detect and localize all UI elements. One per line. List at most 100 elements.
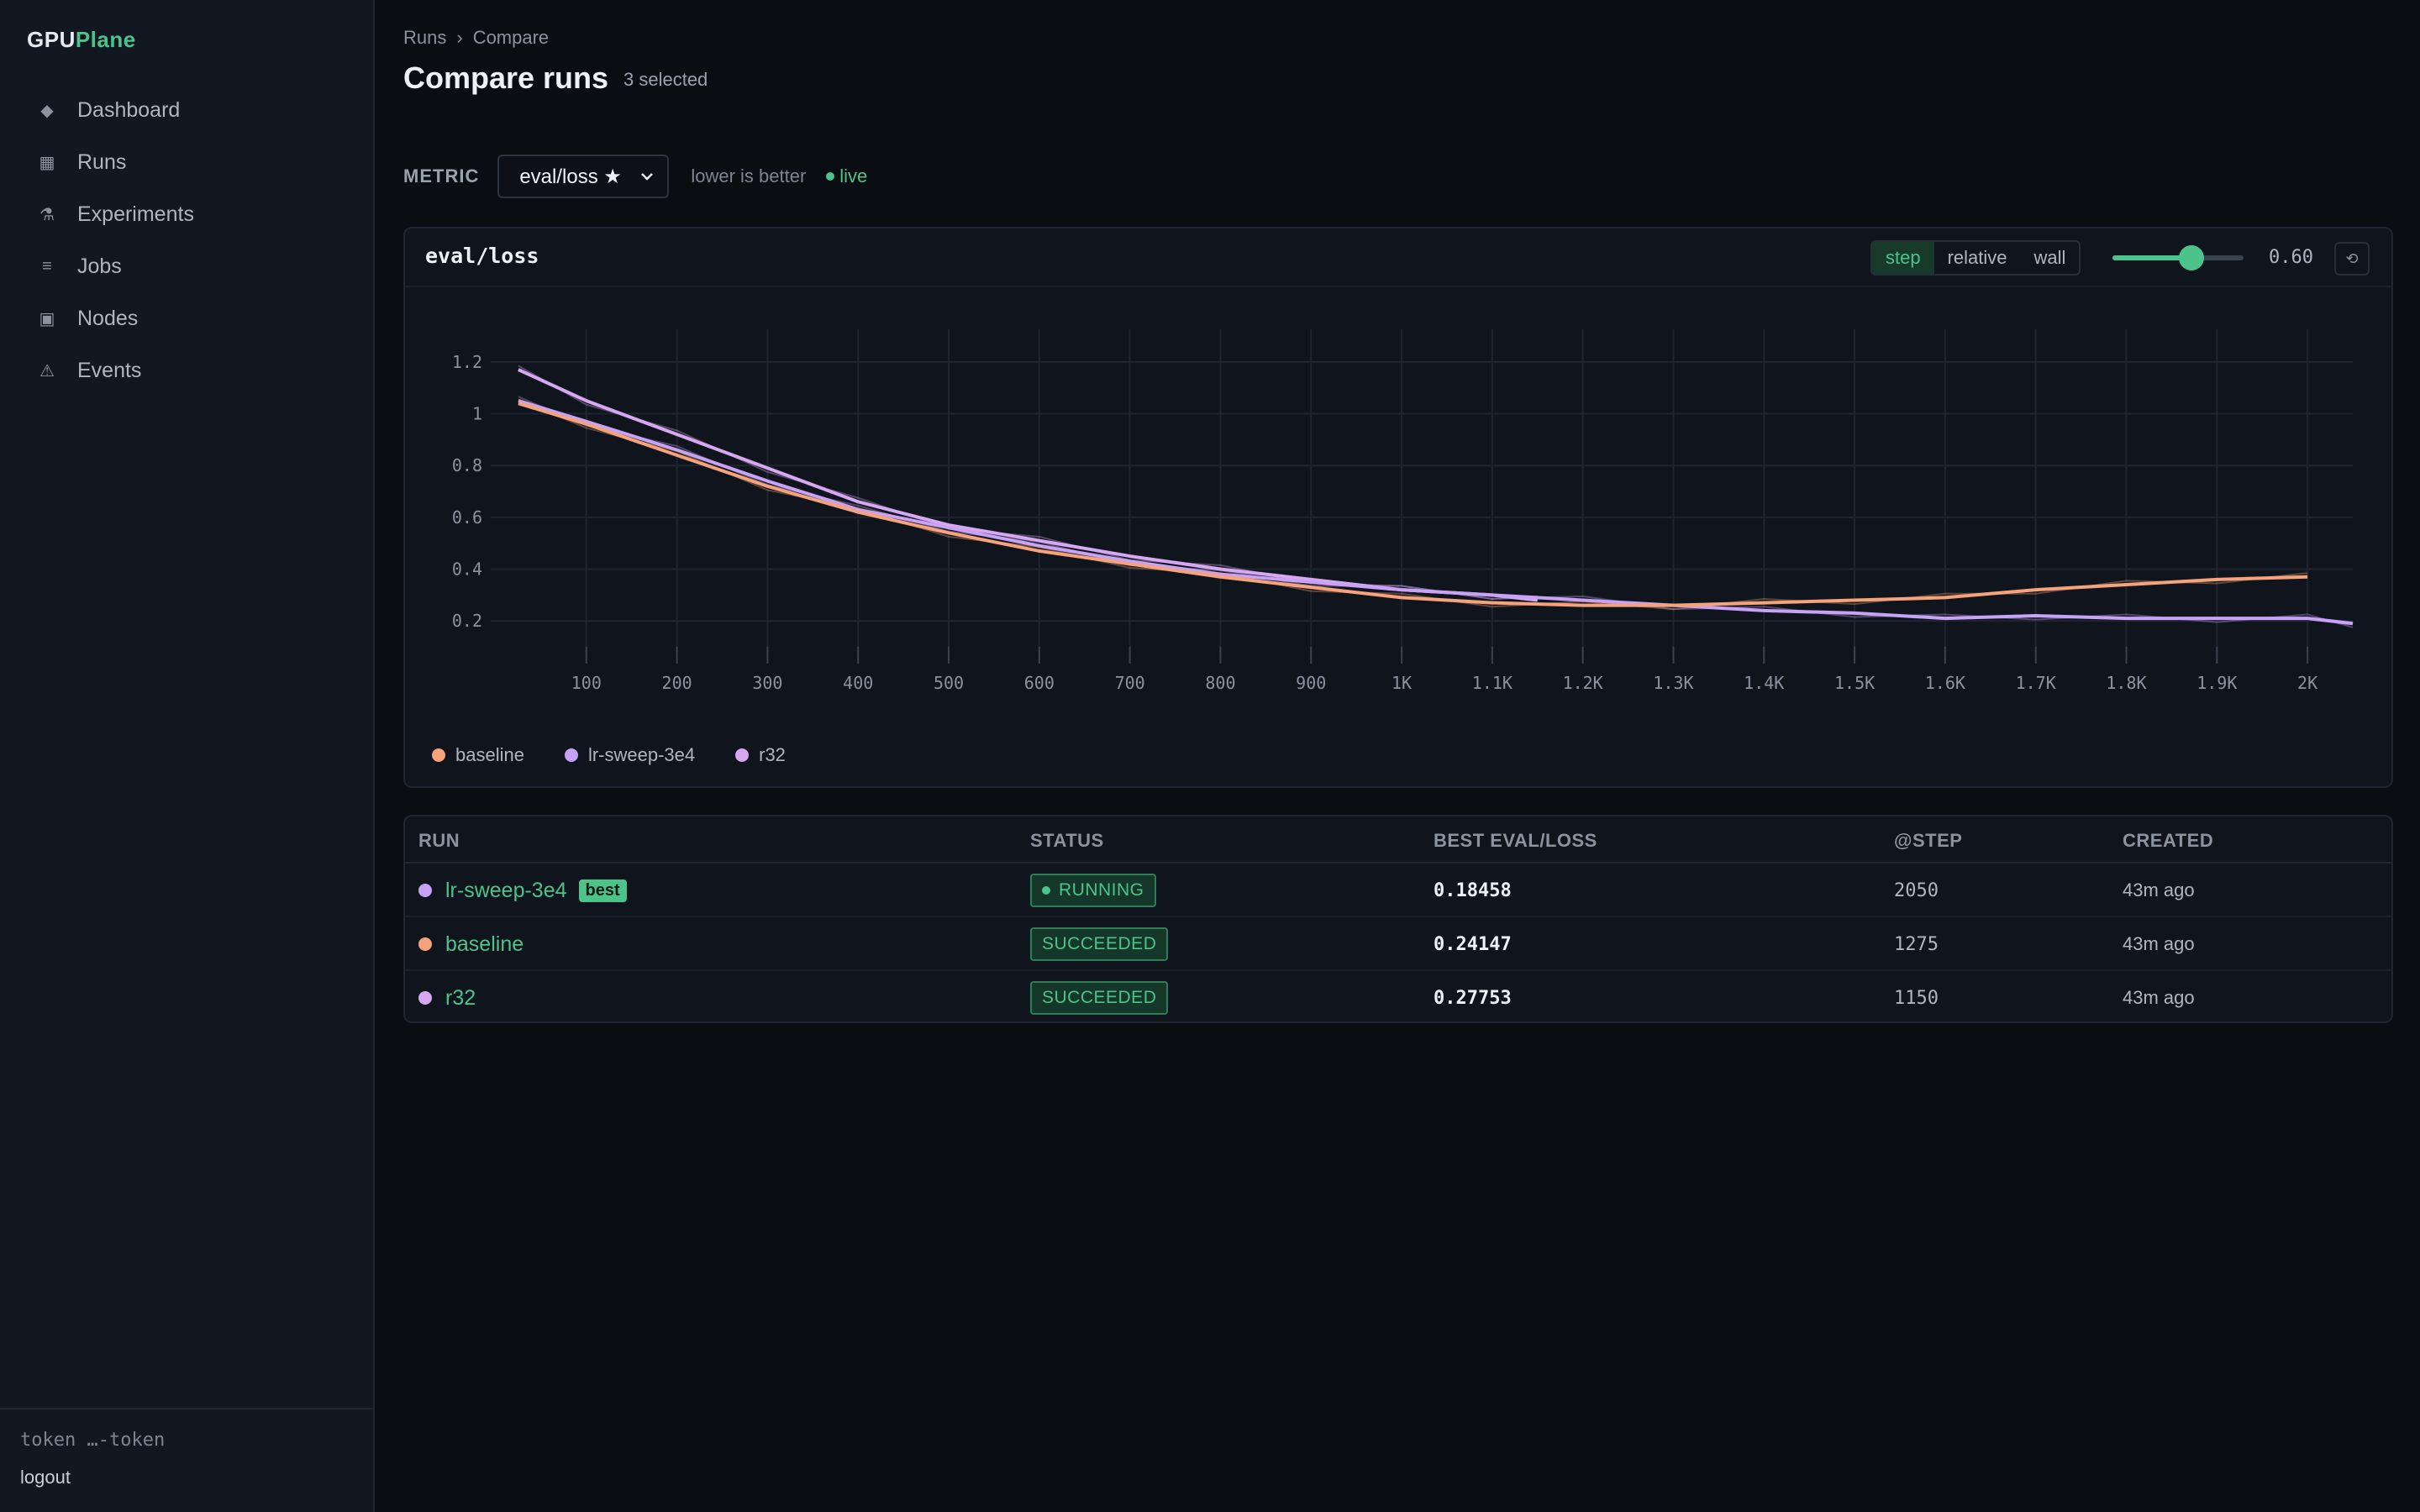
reset-zoom-button[interactable]: ⟲ [2334,242,2370,276]
x-tick-label: 500 [934,673,964,693]
x-tick-label: 1.3K [1653,673,1693,693]
legend-label: r32 [759,744,786,765]
metric-select-value: eval/loss ★ [519,165,622,188]
run-link[interactable]: lr-sweep-3e4 [445,878,567,902]
smoothing-slider[interactable] [2112,245,2244,270]
status-cell: RUNNING [1030,864,1156,917]
column-header[interactable]: @STEP [1894,830,1963,851]
x-tick-label: 1.6K [1925,673,1965,693]
metric-label: METRIC [403,165,480,186]
table-row[interactable]: r32 SUCCEEDED 0.27753 1150 43m ago [405,971,2391,1021]
reset-icon: ⟲ [2345,249,2359,267]
y-tick-label: 0.8 [452,455,482,475]
x-tick-label: 2K [2297,673,2317,693]
best-badge: best [578,879,627,902]
sidebar-nav: ◆ Dashboard ▦ Runs ⚗ Experiments ≡ Jobs ▣ Nodes ⚠ E… [0,84,373,396]
status-label: SUCCEEDED [1042,934,1157,953]
column-header[interactable]: BEST EVAL/LOSS [1434,830,1597,851]
sidebar-item-experiments[interactable]: ⚗ Experiments [0,188,373,240]
run-color-dot [418,937,432,951]
x-tick-label: 100 [571,673,602,693]
status-dot-icon [1042,886,1050,895]
x-tick-label: 1.9K [2196,673,2237,693]
breadcrumb-runs[interactable]: Runs [403,27,447,48]
metric-select[interactable]: eval/loss ★ [497,155,670,198]
brand-part-2: Plane [75,27,136,52]
status-badge: SUCCEEDED [1030,981,1169,1015]
sidebar-footer: token …-token logout [0,1408,373,1512]
brand-part-1: GPU [27,27,76,52]
y-tick-label: 1 [472,404,482,424]
status-badge: SUCCEEDED [1030,927,1169,961]
legend-swatch [735,748,750,762]
x-tick-label: 1K [1392,673,1412,693]
mode-relative[interactable]: relative [1947,247,2007,268]
logout-link[interactable]: logout [20,1467,71,1488]
table-header: RUN STATUS BEST EVAL/LOSS @STEP CREATED [405,816,2391,864]
main-content: Runs › Compare Compare runs 3 selected MET… [375,0,2420,1512]
chevron-down-icon [641,173,654,181]
table-row[interactable]: lr-sweep-3e4 best RUNNING 0.18458 2050 43m ag… [405,864,2391,917]
live-indicator: live [826,165,867,187]
x-tick-label: 1.8K [2106,673,2146,693]
metric-hint: lower is better [691,165,807,186]
x-tick-label: 1.7K [2016,673,2056,693]
experiments-icon: ⚗ [39,205,55,224]
sidebar-item-nodes[interactable]: ▣ Nodes [0,292,373,344]
run-cell: baseline [418,917,523,971]
live-dot-icon [826,172,835,181]
x-tick-label: 900 [1296,673,1326,693]
x-tick-label: 700 [1115,673,1145,693]
status-cell: SUCCEEDED [1030,917,1169,971]
x-axis-mode-toggle: step relative wall [1870,240,2081,276]
best-step: 1150 [1894,987,1939,1009]
dashboard-icon: ◆ [40,101,54,120]
y-tick-label: 1.2 [452,352,482,372]
legend-item-lr-sweep-3e4[interactable]: lr-sweep-3e4 [564,744,696,766]
series-line-r32 [518,368,1538,602]
x-tick-label: 1.1K [1472,673,1512,693]
sidebar-item-label: Runs [77,150,127,174]
runs-table: RUN STATUS BEST EVAL/LOSS @STEP CREATED lr-s… [403,815,2393,1023]
x-tick-label: 600 [1024,673,1055,693]
legend-item-baseline[interactable]: baseline [432,744,524,766]
sidebar-item-runs[interactable]: ▦ Runs [0,136,373,188]
loss-chart[interactable]: 100 200 300 400 500 600 700 800 900 1K 1.1K 1.2K 1.3… [405,228,2391,732]
series-raw-line-baseline [518,398,2308,611]
slider-handle[interactable] [2178,245,2204,270]
smoothing-value: 0.60 [2269,247,2313,268]
sidebar-item-jobs[interactable]: ≡ Jobs [0,240,373,292]
status-label: SUCCEEDED [1042,988,1157,1007]
sidebar-item-events[interactable]: ⚠ Events [0,344,373,396]
run-link[interactable]: r32 [445,985,476,1010]
run-color-dot [418,884,432,897]
metric-row: METRIC eval/loss ★ lower is better live [403,155,867,198]
sidebar-item-dashboard[interactable]: ◆ Dashboard [0,84,373,136]
sidebar: GPUPlane ◆ Dashboard ▦ Runs ⚗ Experiments ≡ Job… [0,0,375,1512]
column-header[interactable]: STATUS [1030,830,1104,851]
series-line-baseline [518,402,2308,607]
status-badge: RUNNING [1030,874,1156,907]
page-title: Compare runs [403,60,609,95]
y-tick-label: 0.6 [452,507,482,528]
legend-item-r32[interactable]: r32 [735,744,786,766]
run-link[interactable]: baseline [445,932,524,956]
created-time: 43m ago [2123,933,2195,954]
column-header[interactable]: RUN [418,830,460,851]
x-tick-label: 1.2K [1563,673,1603,693]
created-time: 43m ago [2123,987,2195,1008]
mode-step[interactable]: step [1872,242,1934,274]
series-line-lr-sweep-3e4 [518,399,2354,626]
mode-wall[interactable]: wall [2033,247,2066,268]
column-header[interactable]: CREATED [2123,830,2214,851]
jobs-icon: ≡ [42,256,52,276]
legend-label: lr-sweep-3e4 [587,744,696,765]
sidebar-item-label: Jobs [77,254,122,278]
chart-legend: baseline lr-sweep-3e4 r32 [432,744,826,766]
table-row[interactable]: baseline SUCCEEDED 0.24147 1275 43m ago [405,917,2391,971]
chart-card: eval/loss step relative wall 0.60 ⟲ 100 200… [403,227,2393,788]
selected-count: 3 selected [623,69,708,90]
legend-swatch [432,748,445,762]
brand-logo[interactable]: GPUPlane [27,27,136,53]
y-tick-label: 0.2 [452,611,482,631]
